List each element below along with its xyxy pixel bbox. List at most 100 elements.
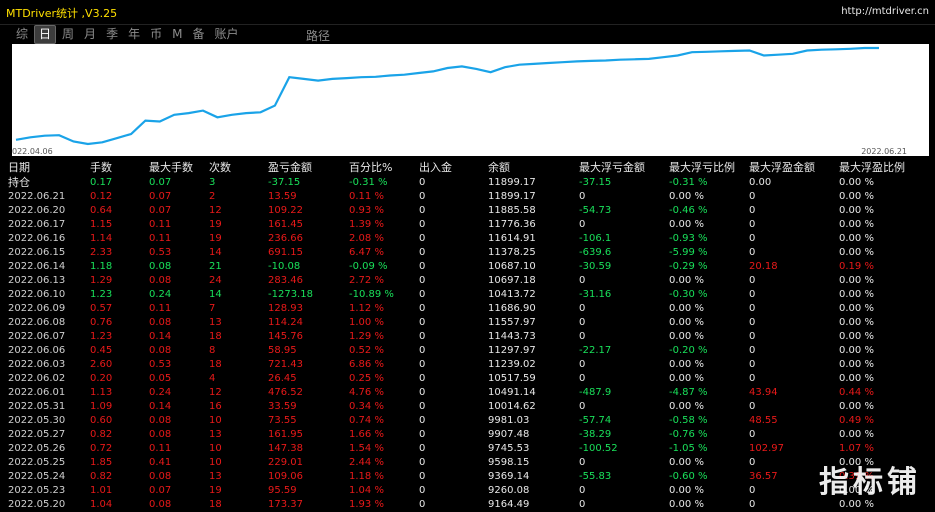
table-header: 日期 手数 最大手数 次数 盈亏金额 百分比% 出入金 余额 最大浮亏金额 最大浮亏比例 最大浮盈金…: [0, 160, 935, 176]
row-cell: 0: [419, 443, 426, 454]
row-cell: 11614.91: [488, 233, 536, 244]
row-cell: -22.17: [579, 345, 612, 356]
row-cell: 2.08 %: [349, 233, 384, 244]
table-row: 2022.06.06 0.45 0.08 8 58.95 0.52 % 0 11297.97 -…: [0, 344, 935, 358]
row-cell: 0.00 %: [839, 429, 874, 440]
row-cell: 0.00 %: [839, 289, 874, 300]
stats-table: 日期 手数 最大手数 次数 盈亏金额 百分比% 出入金 余额 最大浮亏金额 最大浮亏比例 最大浮盈金…: [0, 160, 935, 512]
row-cell: 18: [209, 359, 222, 370]
row-cell: 6.47 %: [349, 247, 384, 258]
row-cell: 145.76: [268, 331, 303, 342]
row-cell: 1.04 %: [349, 485, 384, 496]
row-cell: 0.82: [90, 471, 113, 482]
tab-period-2[interactable]: 周: [62, 26, 75, 41]
row-cell: 16: [209, 401, 222, 412]
row-cell: 0: [749, 233, 756, 244]
row-cell: 0.00 %: [669, 359, 704, 370]
row-cell: 0.44 %: [839, 387, 874, 398]
row-cell: -30.59: [579, 261, 612, 272]
row-date: 2022.06.16: [8, 233, 66, 244]
row-cell: 13.59: [268, 191, 297, 202]
row-cell: 0: [749, 359, 756, 370]
row-cell: 0: [749, 191, 756, 202]
row-cell: 0.00 %: [839, 457, 874, 468]
row-cell: 1.18: [90, 261, 113, 272]
row-cell: 10491.14: [488, 387, 536, 398]
tab-period-7[interactable]: M: [172, 26, 183, 41]
row-cell: 0.34 %: [349, 401, 384, 412]
table-row: 2022.06.10 1.23 0.24 14 -1273.18 -10.89 % 0 104…: [0, 288, 935, 302]
row-cell: 0.00 %: [669, 317, 704, 328]
app-url[interactable]: http://mtdriver.cn: [841, 6, 929, 17]
row-cell: 0.07: [149, 191, 172, 202]
row-cell: 0.08: [149, 275, 172, 286]
row-cell: 0.53: [149, 247, 172, 258]
row-cell: 0.08: [149, 345, 172, 356]
row-cell: 11885.58: [488, 205, 536, 216]
row-cell: 102.97: [749, 443, 784, 454]
row-cell: 24: [209, 275, 222, 286]
row-cell: 2: [209, 191, 216, 202]
row-cell: -0.93 %: [669, 233, 708, 244]
row-cell: 0: [749, 247, 756, 258]
row-cell: 0: [419, 457, 426, 468]
row-cell: 0: [749, 275, 756, 286]
column-header: 盈亏金额: [268, 161, 312, 174]
row-cell: -0.09 %: [349, 261, 388, 272]
row-cell: 0: [579, 401, 586, 412]
row-cell: -10.89 %: [349, 289, 394, 300]
row-cell: 161.45: [268, 219, 303, 230]
row-cell: 11686.90: [488, 303, 536, 314]
tab-period-5[interactable]: 年: [128, 26, 141, 41]
row-cell: 1.93 %: [349, 499, 384, 510]
row-cell: 0: [419, 247, 426, 258]
column-header: 手数: [90, 161, 112, 174]
row-cell: -1.05 %: [669, 443, 708, 454]
row-cell: 2.44 %: [349, 457, 384, 468]
tab-period-8[interactable]: 备: [192, 26, 205, 41]
row-cell: 0.08: [149, 471, 172, 482]
table-row: 2022.06.20 0.64 0.07 12 109.22 0.93 % 0 11885.5…: [0, 204, 935, 218]
path-button[interactable]: 路径: [306, 29, 331, 43]
row-cell: 0.00 %: [669, 191, 704, 202]
row-date: 2022.05.23: [8, 485, 66, 496]
row-cell: 0: [419, 303, 426, 314]
row-cell: -1273.18: [268, 289, 313, 300]
watermark-logo: 指标铺: [819, 465, 921, 500]
column-header: 最大浮盈金额: [749, 161, 815, 174]
row-cell: 0.00 %: [669, 303, 704, 314]
tab-period-9[interactable]: 账户: [214, 26, 239, 41]
row-cell: 19: [209, 233, 222, 244]
row-cell: 36.57: [749, 471, 778, 482]
tab-period-0[interactable]: 综: [16, 26, 29, 41]
row-cell: 13: [209, 471, 222, 482]
table-row: 2022.06.15 2.33 0.53 14 691.15 6.47 % 0 11378.2…: [0, 246, 935, 260]
column-header: 最大手数: [149, 161, 193, 174]
table-row: 2022.06.07 1.23 0.14 18 145.76 1.29 % 0 11443.7…: [0, 330, 935, 344]
tab-period-4[interactable]: 季: [106, 26, 119, 41]
row-cell: 11378.25: [488, 247, 536, 258]
summary-cell: -37.15: [268, 177, 301, 188]
tab-period-6[interactable]: 币: [150, 26, 163, 41]
row-cell: -10.08: [268, 261, 301, 272]
row-cell: 0.49 %: [839, 415, 874, 426]
tab-period-3[interactable]: 月: [84, 26, 97, 41]
row-cell: 0.00 %: [839, 331, 874, 342]
row-cell: 0.39 %: [839, 471, 874, 482]
row-cell: 7: [209, 303, 216, 314]
tab-period-1[interactable]: 日: [34, 24, 57, 44]
row-cell: -0.30 %: [669, 289, 708, 300]
table-row: 2022.06.01 1.13 0.24 12 476.52 4.76 % 0 10491.1…: [0, 386, 935, 400]
row-cell: 0: [419, 485, 426, 496]
table-row: 2022.06.17 1.15 0.11 19 161.45 1.39 % 0 11776.3…: [0, 218, 935, 232]
row-cell: -31.16: [579, 289, 612, 300]
row-cell: 10: [209, 443, 222, 454]
row-cell: 4: [209, 373, 216, 384]
column-header: 最大浮盈比例: [839, 161, 905, 174]
table-row: 2022.06.14 1.18 0.08 21 -10.08 -0.09 % 0 10687.…: [0, 260, 935, 274]
row-cell: 11297.97: [488, 345, 536, 356]
summary-cell: -0.31 %: [349, 177, 388, 188]
row-cell: 0.11: [149, 303, 172, 314]
row-cell: 43.94: [749, 387, 778, 398]
row-date: 2022.06.13: [8, 275, 66, 286]
